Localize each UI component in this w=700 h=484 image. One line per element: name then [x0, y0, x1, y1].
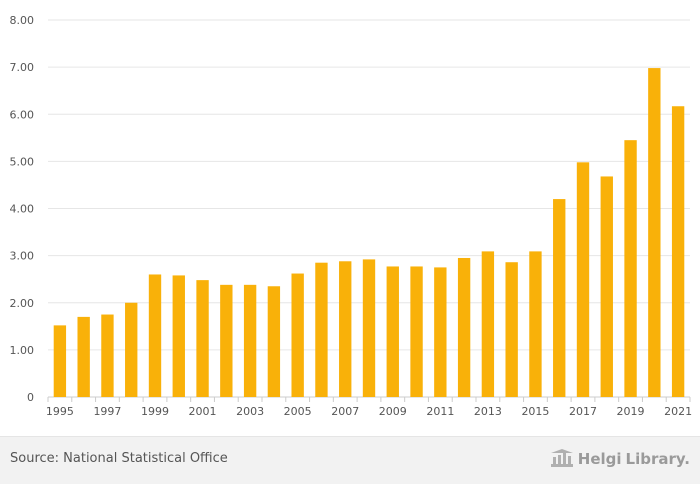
bar-2009[interactable] — [386, 266, 399, 397]
x-tick-label: 2007 — [331, 405, 359, 418]
bar-2007[interactable] — [339, 261, 352, 397]
x-tick-label: 1997 — [93, 405, 121, 418]
bar-2014[interactable] — [505, 262, 518, 397]
brand-logo: Helgi Library. — [550, 447, 690, 471]
bar-2017[interactable] — [576, 162, 590, 397]
bar-2003[interactable] — [243, 284, 257, 397]
bar-2011[interactable] — [434, 267, 447, 397]
x-tick-label: 2021 — [664, 405, 692, 418]
bar-1996[interactable] — [77, 316, 90, 397]
bar-2006[interactable] — [315, 262, 328, 397]
bar-1997[interactable] — [101, 314, 114, 397]
chart-footer: Source: National Statistical Office Helg… — [0, 436, 700, 484]
y-tick-label: 0 — [27, 391, 34, 404]
x-tick-label: 2003 — [236, 405, 264, 418]
library-building-icon — [550, 449, 573, 467]
y-tick-label: 3.00 — [10, 250, 35, 263]
bar-2010[interactable] — [410, 266, 423, 397]
y-tick-label: 6.00 — [10, 108, 35, 121]
bar-1995[interactable] — [53, 325, 67, 397]
bar-2002[interactable] — [220, 284, 233, 397]
x-tick-label: 2017 — [569, 405, 597, 418]
bar-2000[interactable] — [172, 275, 185, 397]
brand-suffix: Library. — [625, 450, 690, 468]
x-tick-label: 1999 — [141, 405, 169, 418]
x-tick-label: 2001 — [189, 405, 217, 418]
bar-2001[interactable] — [196, 280, 209, 397]
bar-1999[interactable] — [148, 274, 162, 397]
x-tick-label: 2009 — [379, 405, 407, 418]
y-tick-label: 1.00 — [10, 344, 35, 357]
brand-name: Helgi — [577, 450, 622, 468]
x-tick-label: 2005 — [284, 405, 312, 418]
bar-2015[interactable] — [529, 251, 542, 397]
y-tick-label: 2.00 — [10, 297, 35, 310]
x-tick-label: 2019 — [617, 405, 645, 418]
bars — [53, 68, 685, 398]
bar-2021[interactable] — [671, 106, 685, 398]
bar-2012[interactable] — [457, 257, 471, 397]
bar-2004[interactable] — [267, 286, 281, 397]
bar-2013[interactable] — [481, 251, 495, 397]
bar-chart: 01.002.003.004.005.006.007.008.00 1995 19… — [10, 14, 693, 418]
y-tick-label: 8.00 — [10, 14, 35, 27]
y-tick-label: 4.00 — [10, 203, 35, 216]
y-tick-label: 5.00 — [10, 155, 35, 168]
bar-2016[interactable] — [553, 199, 566, 397]
x-tick-label: 2011 — [426, 405, 454, 418]
x-tick-label: 2013 — [474, 405, 502, 418]
bar-2019[interactable] — [624, 140, 637, 397]
bar-2008[interactable] — [362, 259, 376, 397]
bar-2018[interactable] — [600, 176, 613, 397]
bar-1998[interactable] — [125, 302, 138, 397]
x-axis: 1995 1997 1999 2001 2003 2005 2007 2009 2011 2013… — [46, 397, 692, 418]
source-text: Source: National Statistical Office — [10, 451, 228, 466]
x-tick-label: 1995 — [46, 405, 74, 418]
bar-2005[interactable] — [291, 273, 304, 397]
y-axis: 0 1.00 2.00 3.00 4.00 5.00 6.00 7.00 8.00 — [10, 14, 35, 404]
y-tick-label: 7.00 — [10, 61, 35, 74]
x-tick-label: 2015 — [521, 405, 549, 418]
bar-2020[interactable] — [648, 68, 661, 397]
